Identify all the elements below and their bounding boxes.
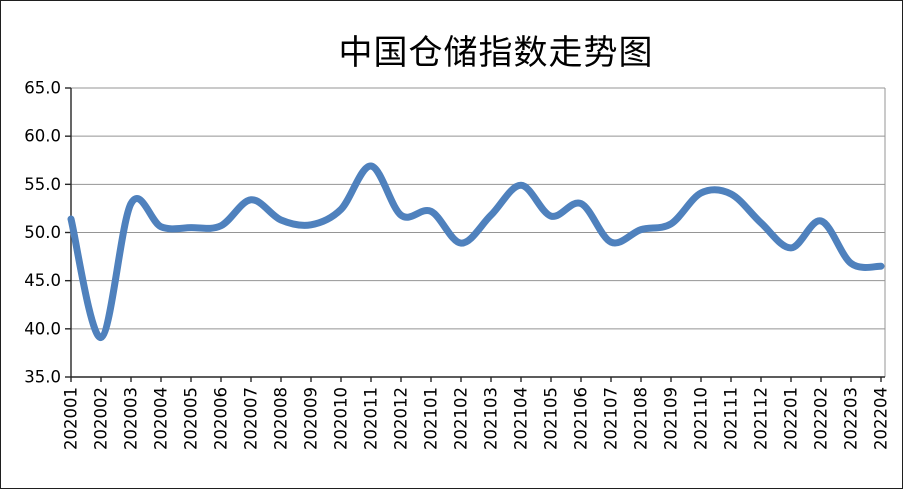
chart-title: 中国仓储指数走势图 <box>338 35 654 72</box>
x-axis-label: 202104 <box>512 387 531 450</box>
y-axis-label: 40.0 <box>24 319 61 338</box>
x-axis-label: 202008 <box>272 387 291 450</box>
x-axis-label: 202103 <box>482 387 501 450</box>
x-axis-label: 202112 <box>752 387 771 450</box>
x-axis-label: 202004 <box>152 387 171 450</box>
x-axis-label: 202005 <box>182 387 201 450</box>
x-axis-label: 202002 <box>92 387 111 450</box>
warehousing-index-series-line <box>67 162 885 342</box>
x-axis-label: 202102 <box>452 387 471 450</box>
x-axis-label: 202110 <box>692 387 711 450</box>
y-axis-label: 55.0 <box>24 175 61 194</box>
x-axis-label: 202003 <box>122 387 141 450</box>
y-axis-label: 60.0 <box>24 127 61 146</box>
x-axis-label: 202204 <box>872 387 891 450</box>
x-axis-label: 202107 <box>602 387 621 450</box>
x-axis-label: 202010 <box>332 387 351 450</box>
x-axis-label: 202201 <box>782 387 801 450</box>
y-axis-label: 50.0 <box>24 223 61 242</box>
x-axis-label: 202001 <box>62 387 81 450</box>
x-axis-label: 202007 <box>242 387 261 450</box>
x-axis-label: 202101 <box>422 387 441 450</box>
x-axis-label: 202111 <box>722 387 741 450</box>
x-axis-label: 202105 <box>542 387 561 450</box>
x-axis-label: 202009 <box>302 387 321 450</box>
y-axis-label: 65.0 <box>24 79 61 98</box>
x-axis-label: 202108 <box>632 387 651 450</box>
x-axis-label: 202109 <box>662 387 681 450</box>
x-axis-label: 202203 <box>842 387 861 450</box>
x-axis-label: 202006 <box>212 387 231 450</box>
x-axis-label: 202011 <box>362 387 381 450</box>
y-axis-label: 45.0 <box>24 271 61 290</box>
x-axis-label: 202202 <box>812 387 831 450</box>
y-axis-label: 35.0 <box>24 368 61 387</box>
x-axis-label: 202012 <box>392 387 411 450</box>
x-axis-label: 202106 <box>572 387 591 450</box>
